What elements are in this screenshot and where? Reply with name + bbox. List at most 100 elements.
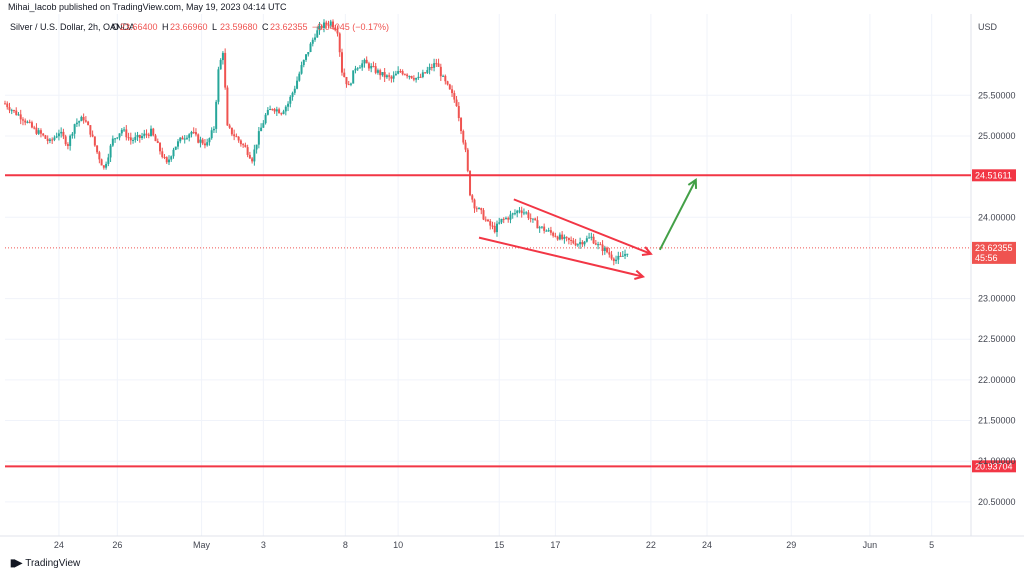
candle-body-222 [502,218,505,220]
candle-body-27 [64,136,67,145]
grid [5,14,971,536]
candle-body-255 [576,244,579,246]
candle-body-106 [242,144,245,146]
y-tick-label: 25.50000 [978,90,1016,100]
candle-body-47 [109,145,112,158]
candle-body-126 [287,103,290,107]
y-tick-label: 24.00000 [978,212,1016,222]
candle-body-216 [489,221,492,226]
candle-body-86 [197,134,200,143]
candle-body-185 [419,76,422,78]
candle-body-248 [561,234,564,239]
candle-body-228 [516,210,519,214]
candle-body-272 [615,259,618,262]
y-tick-label: 22.50000 [978,334,1016,344]
candle-body-41 [96,145,99,153]
candle-body-122 [278,109,281,114]
candle-body-172 [390,76,393,79]
price-scale-panel[interactable] [972,14,1024,536]
candle-body-211 [478,208,481,210]
candle-body-156 [354,68,357,71]
x-tick-label: 17 [550,540,560,550]
resistance-price-tag [972,169,1016,182]
candle-body-112 [255,144,258,150]
candle-body-69 [159,142,162,152]
candle-body-13 [33,127,36,129]
x-tick-label: 22 [646,540,656,550]
candle-body-153 [347,84,350,86]
candle-body-251 [567,237,570,240]
candle-body-268 [606,247,609,253]
candle-body-202 [457,106,460,119]
candle-body-214 [484,219,487,221]
candle-body-88 [201,139,204,144]
publisher-line: Mihai_Iacob published on TradingView.com… [8,2,287,12]
support-price-tag [972,460,1016,473]
projection-arrow-line [658,179,697,251]
candle-body-16 [39,130,42,134]
currency-label: USD [978,22,998,32]
candle-body-265 [599,244,602,246]
candle-body-168 [381,72,384,76]
candle-body-267 [603,247,606,252]
candle-body-224 [507,217,510,220]
candle-body-271 [612,258,615,262]
candle-body-79 [181,137,184,140]
candle-body-187 [424,72,427,74]
candle-body-159 [361,63,364,68]
candle-body-160 [363,59,366,64]
candle-body-64 [147,134,150,136]
candle-body-59 [136,135,139,137]
candle-body-31 [73,124,76,134]
ohlc-change: −0.04045 (−0.17%) [312,22,389,32]
candle-body-175 [397,71,400,74]
y-tick-label: 21.50000 [978,416,1016,426]
candle-body-40 [93,136,96,146]
candle-body-146 [331,21,334,28]
candle-body-19 [46,138,49,142]
candle-body-87 [199,139,202,143]
candle-body-141 [320,25,323,28]
candle-body-218 [493,225,496,233]
candle-body-256 [579,242,582,245]
candle-body-108 [246,147,249,155]
candle-body-231 [522,212,525,214]
candle-body-10 [26,121,29,123]
candle-body-7 [19,114,22,120]
x-tick-label: 24 [702,540,712,550]
candle-body-144 [327,24,330,26]
candle-body-71 [163,156,166,158]
candle-body-23 [55,136,58,138]
candle-body-169 [383,72,386,78]
candle-body-180 [408,76,411,78]
candle-body-54 [125,129,128,138]
footer-brand[interactable]: ▮▶ TradingView [10,558,80,569]
candle-body-130 [296,80,299,89]
candle-body-148 [336,30,339,34]
candle-body-45 [105,163,108,168]
support-price-label: 20.93704 [975,461,1013,471]
candle-body-116 [264,114,267,124]
tradingview-logo-icon: ▮▶ [10,558,22,569]
candle-body-101 [230,127,233,135]
candle-body-11 [28,121,31,123]
candle-body-210 [475,208,478,210]
candle-body-78 [179,137,182,142]
candle-body-5 [15,110,18,115]
candle-body-91 [208,138,211,143]
candle-body-193 [437,63,440,67]
candle-body-60 [138,135,141,138]
ohlc-legend: Silver / U.S. Dollar, 2h, OANDA O 23.6640… [10,22,389,32]
x-tick-label: 29 [786,540,796,550]
candle-body-257 [581,242,584,245]
candle-body-196 [444,75,447,82]
candle-body-249 [563,236,566,239]
candle-body-140 [318,25,321,31]
candle-body-89 [203,143,206,146]
y-tick-label: 20.50000 [978,497,1016,507]
candle-body-142 [323,22,326,28]
candle-body-9 [24,120,27,123]
candle-body-194 [439,66,442,77]
candle-body-205 [464,142,467,150]
